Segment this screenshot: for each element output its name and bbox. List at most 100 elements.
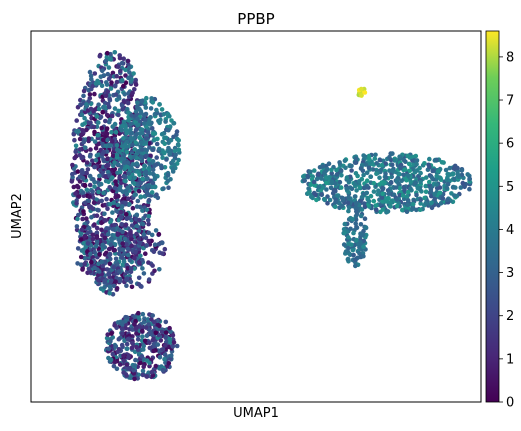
cell-point (147, 340, 152, 346)
cell-point (398, 165, 403, 171)
x-axis-label: UMAP1 (233, 406, 279, 421)
cell-point (129, 345, 135, 351)
cell-point (110, 227, 116, 232)
cell-point (99, 125, 104, 131)
cell-point (124, 216, 130, 222)
cell-point (397, 171, 402, 177)
cell-point (132, 87, 137, 92)
cell-point (92, 222, 97, 227)
cell-point (144, 95, 149, 101)
cell-point (168, 137, 174, 143)
cell-point (335, 193, 340, 199)
cell-point (319, 176, 324, 181)
cell-point (139, 140, 144, 145)
cell-point (112, 160, 117, 165)
cell-point (98, 114, 104, 120)
cell-point (113, 129, 119, 135)
cell-point (146, 230, 151, 236)
cell-point (400, 193, 406, 198)
cell-point (106, 65, 112, 70)
cell-point (121, 173, 127, 179)
cell-point (114, 366, 120, 372)
cell-point (128, 230, 133, 235)
cell-point (94, 235, 100, 240)
cell-point (405, 198, 411, 203)
cell-point (112, 323, 117, 328)
cell-point (94, 114, 100, 119)
cell-point (99, 198, 104, 204)
cell-point (82, 233, 88, 239)
cell-point (105, 89, 111, 94)
cell-point (106, 271, 112, 277)
cell-point (146, 260, 151, 265)
cell-point (87, 182, 93, 188)
cell-point (100, 140, 105, 146)
cell-point (105, 50, 110, 56)
colorbar-tick-label: 0 (506, 396, 514, 411)
cell-point (103, 58, 109, 64)
cell-point (346, 195, 351, 200)
cell-point (121, 136, 126, 141)
cell-point (360, 168, 366, 174)
cell-point (106, 119, 112, 125)
cell-point (119, 77, 125, 83)
cell-point (352, 181, 358, 187)
cell-point (406, 173, 411, 178)
cell-point (467, 186, 472, 192)
cell-point (383, 198, 388, 204)
cell-point (93, 146, 99, 151)
cell-point (437, 185, 443, 190)
cell-point (148, 106, 154, 111)
cell-point (172, 148, 178, 154)
cell-point (109, 331, 114, 336)
cell-point (342, 230, 347, 236)
cell-point (143, 117, 148, 123)
cell-point (171, 121, 176, 126)
cell-point (108, 339, 113, 344)
cell-point (417, 207, 423, 212)
cell-point (116, 162, 121, 167)
cell-point (134, 223, 140, 229)
cell-point (373, 152, 378, 158)
cell-point (135, 100, 140, 105)
cell-point (371, 189, 377, 194)
cell-point (157, 323, 162, 329)
cell-point (113, 344, 118, 349)
cell-point (359, 194, 365, 200)
cell-point (69, 179, 75, 184)
cell-point (134, 104, 140, 110)
cell-point (116, 251, 122, 256)
colorbar-tick-label: 7 (506, 94, 514, 109)
cell-point (432, 196, 438, 201)
cell-point (163, 335, 168, 341)
cell-point (81, 209, 86, 214)
cell-point (394, 197, 400, 203)
cell-point (458, 185, 464, 190)
cell-point (150, 100, 156, 105)
cell-point (428, 189, 434, 195)
cell-point (354, 237, 359, 243)
cell-point (357, 185, 363, 190)
cell-point (432, 191, 438, 197)
cell-point (143, 251, 148, 256)
cell-point (124, 212, 129, 217)
cell-point (113, 92, 119, 97)
cell-point (308, 169, 313, 175)
cell-point (100, 68, 105, 74)
plot-frame (30, 30, 482, 403)
cell-point (352, 160, 358, 165)
cell-point (112, 359, 118, 365)
cell-point (84, 187, 90, 193)
cell-point (87, 92, 93, 97)
cell-point (83, 200, 88, 205)
cell-point (149, 190, 155, 195)
cell-point (176, 138, 181, 143)
cell-point (160, 240, 165, 246)
cell-point (83, 244, 89, 250)
cell-point (96, 208, 101, 213)
cell-point (114, 147, 120, 152)
cell-point (451, 176, 457, 182)
cell-point (123, 80, 129, 85)
cell-point (108, 219, 113, 225)
cell-point (362, 204, 368, 210)
